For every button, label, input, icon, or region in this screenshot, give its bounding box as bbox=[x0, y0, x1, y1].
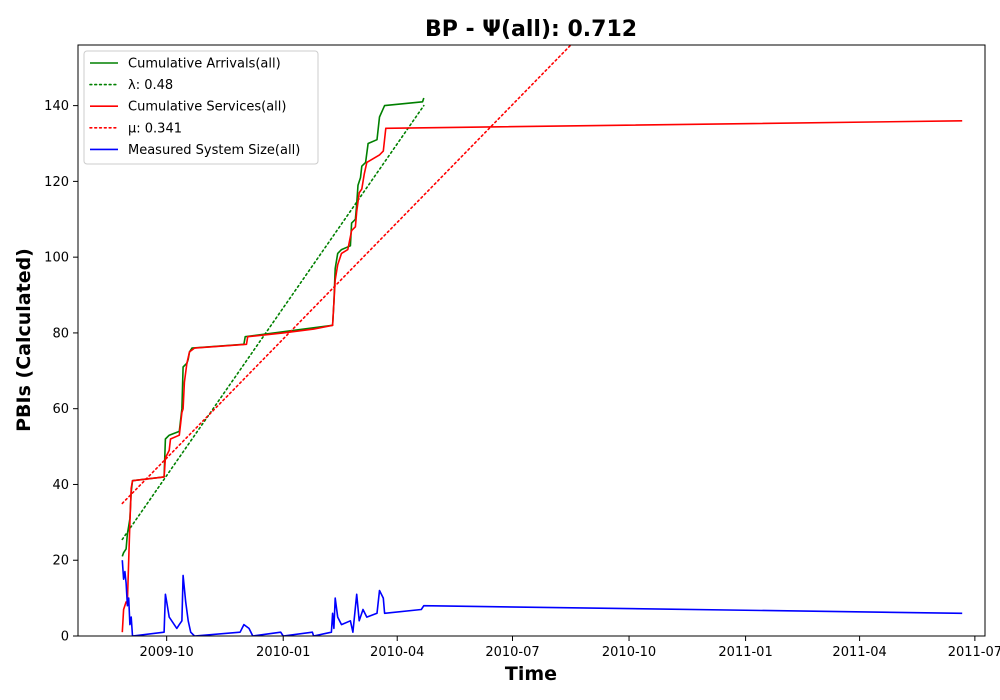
series-cumulative-arrivals-all-line bbox=[121, 97, 425, 557]
legend-box bbox=[83, 50, 319, 165]
y-tick-label: 120 bbox=[44, 175, 69, 190]
y-axis-title: PBIs (Calculated) bbox=[13, 248, 35, 432]
y-tick-label: 80 bbox=[52, 326, 69, 341]
chart-title: BP - Ψ(all): 0.712 bbox=[425, 17, 637, 42]
x-tick-label: 2010-01 bbox=[256, 645, 310, 660]
plot-frame bbox=[77, 44, 986, 637]
x-tick-label: 2011-01 bbox=[718, 645, 772, 660]
y-tick-label: 100 bbox=[44, 251, 69, 266]
x-axis-title: Time bbox=[505, 663, 557, 685]
x-tick-label: 2010-07 bbox=[485, 645, 539, 660]
y-tick-label: 40 bbox=[52, 478, 69, 493]
y-tick-label: 20 bbox=[52, 554, 69, 569]
legend-label: λ: 0.48 bbox=[128, 78, 173, 93]
x-tick-label: 2009-10 bbox=[140, 645, 194, 660]
series-0-48-line bbox=[121, 104, 425, 541]
x-axis: 2009-10 2010-01 2010-04 2010-07 2010-10 2011-… bbox=[140, 636, 1000, 660]
x-tick-label: 2011-04 bbox=[832, 645, 886, 660]
series-0-341-line bbox=[121, 45, 572, 505]
series-layer bbox=[121, 45, 963, 636]
y-tick-label: 60 bbox=[52, 402, 69, 417]
series-cumulative-services-all-line bbox=[121, 120, 963, 633]
y-tick-label: 140 bbox=[44, 99, 69, 114]
y-axis: 0 20 40 60 80 100 120 140 bbox=[44, 99, 78, 645]
legend-label: Cumulative Arrivals(all) bbox=[128, 57, 281, 72]
x-tick-label: 2010-04 bbox=[370, 645, 424, 660]
legend: Cumulative Arrivals(all) λ: 0.48 Cumulativ… bbox=[83, 50, 319, 165]
series-measured-system-size-all-line bbox=[121, 560, 963, 636]
legend-label: Measured System Size(all) bbox=[128, 143, 300, 158]
x-tick-label: 2011-07 bbox=[948, 645, 1000, 660]
legend-label: μ: 0.341 bbox=[128, 121, 182, 136]
legend-label: Cumulative Services(all) bbox=[128, 100, 286, 115]
y-tick-label: 0 bbox=[61, 630, 69, 645]
x-tick-label: 2010-10 bbox=[602, 645, 656, 660]
